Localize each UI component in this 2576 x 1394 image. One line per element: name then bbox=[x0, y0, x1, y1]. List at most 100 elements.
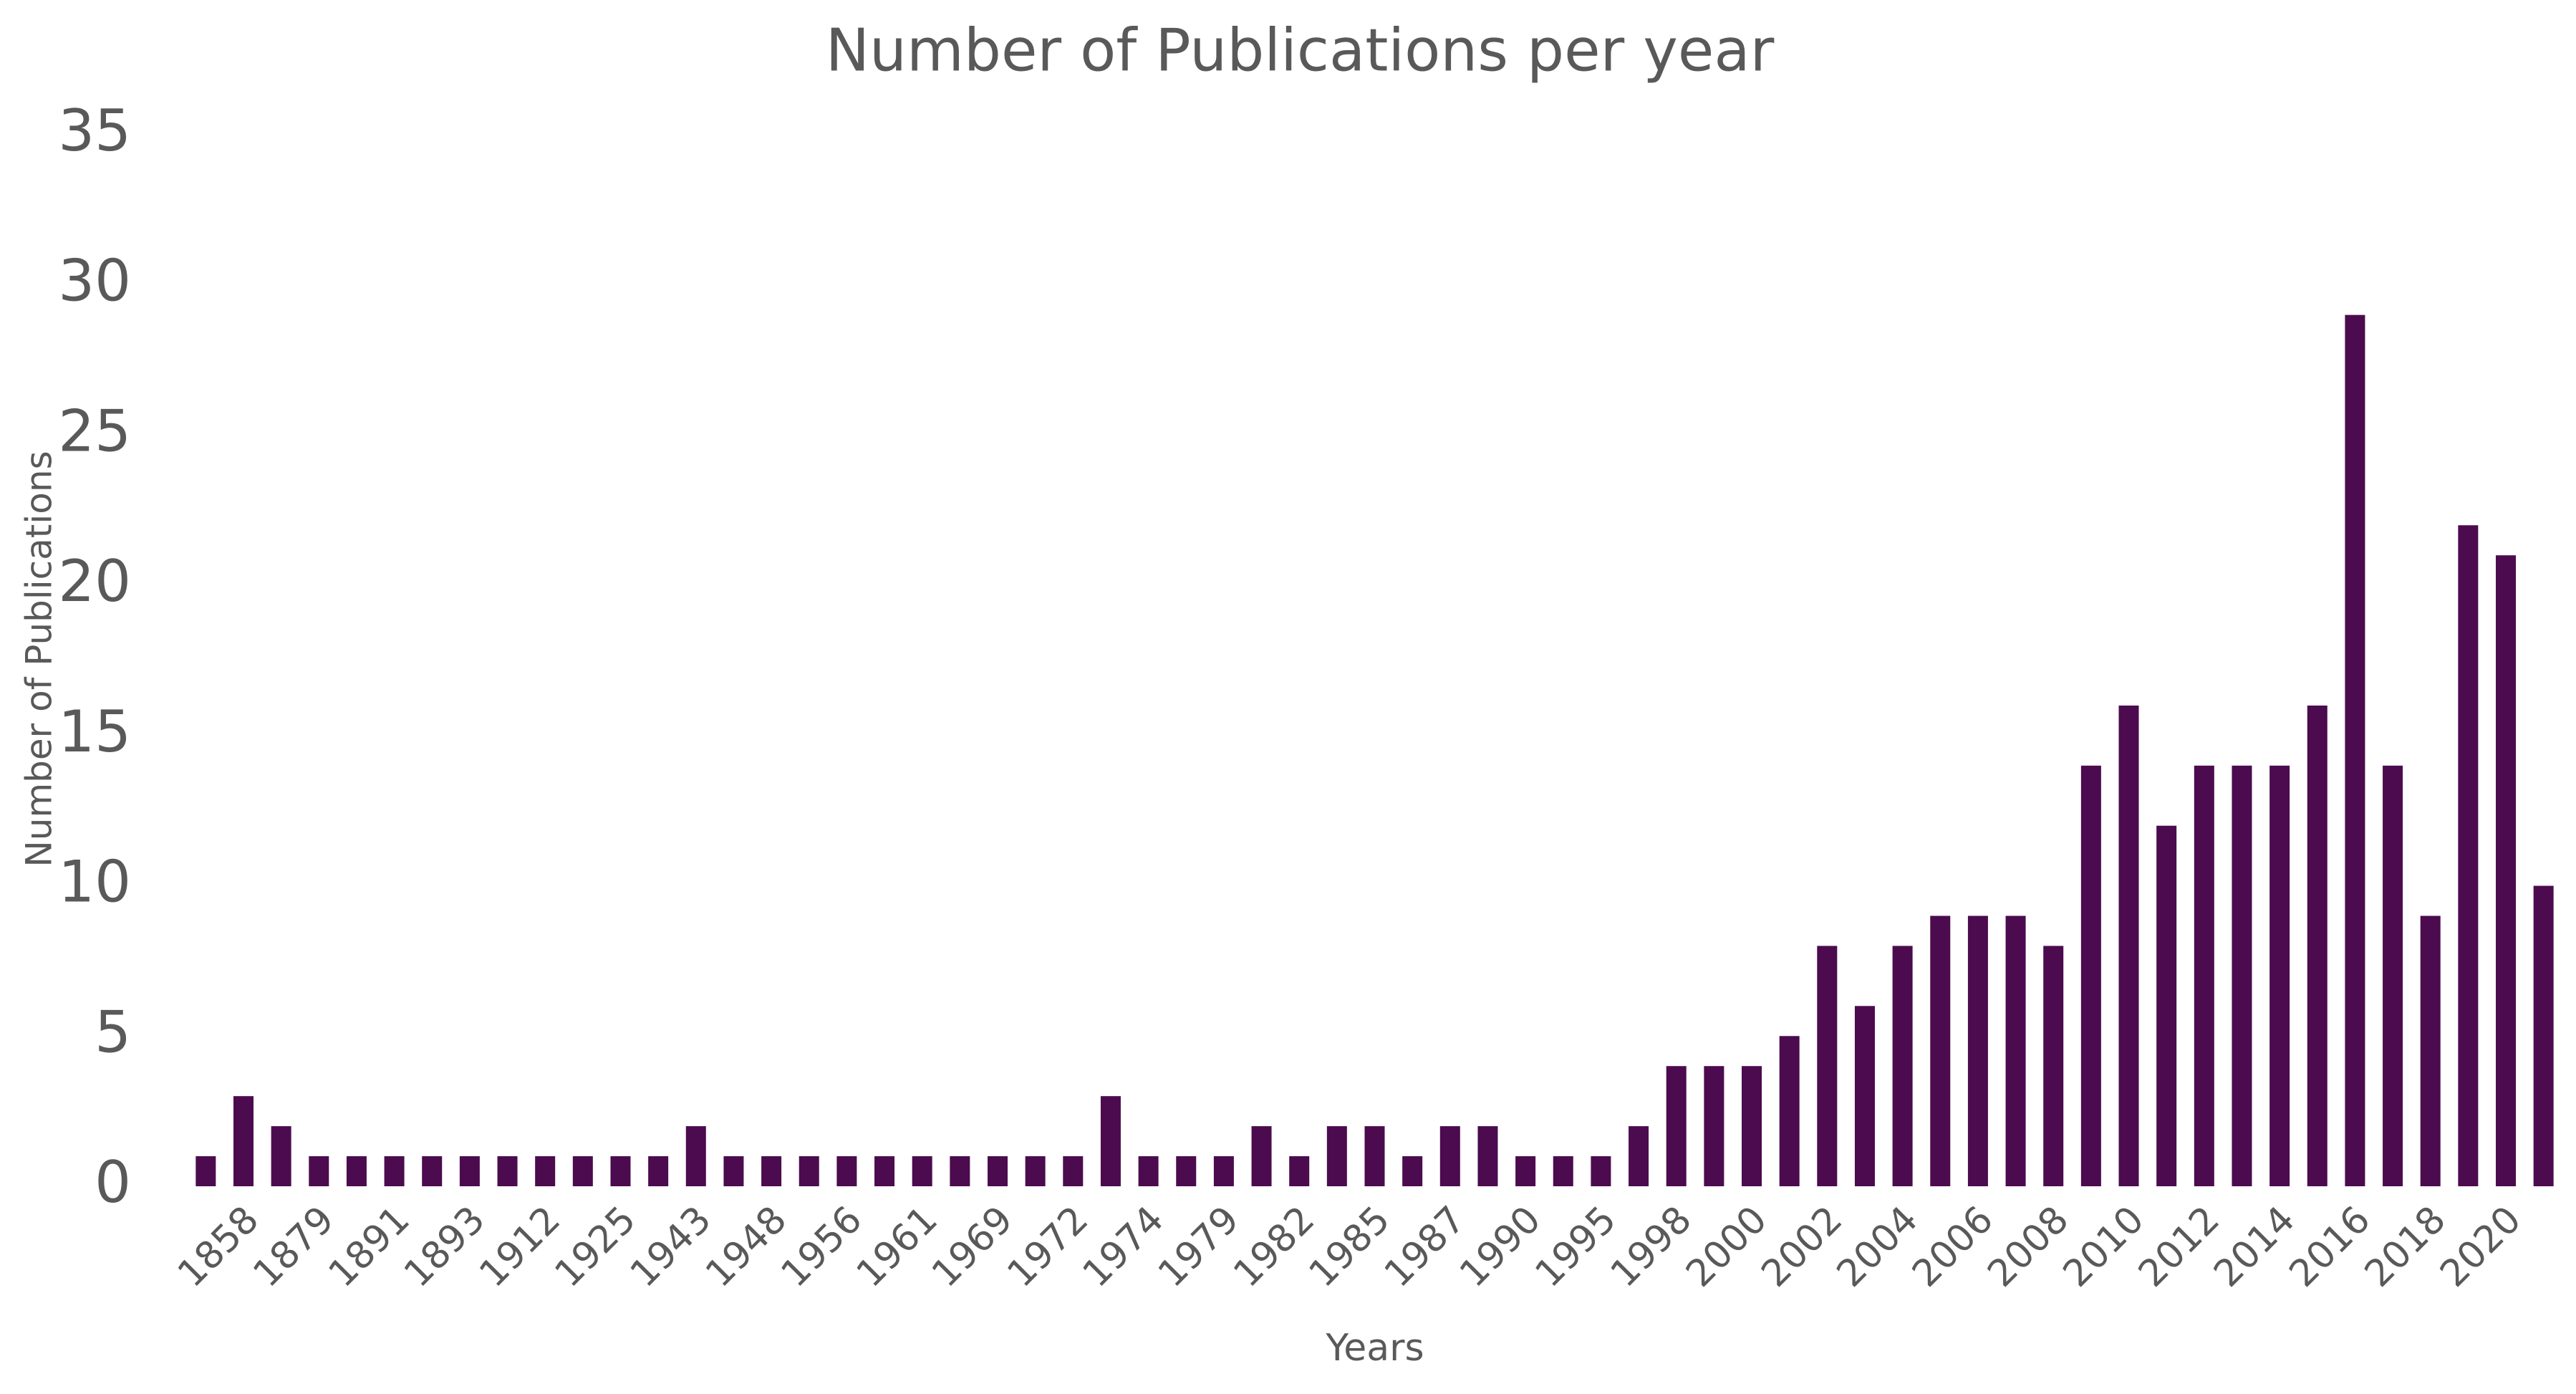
x-tick-label: 1998 bbox=[1603, 1198, 1700, 1296]
bar bbox=[1817, 946, 1838, 1186]
bar bbox=[836, 1156, 857, 1186]
bar bbox=[1364, 1126, 1385, 1186]
x-tick-label: 1891 bbox=[321, 1198, 418, 1296]
x-tick-label: 2020 bbox=[2432, 1198, 2529, 1296]
x-tick-label: 2000 bbox=[1678, 1198, 1775, 1296]
x-tick-label: 1995 bbox=[1527, 1198, 1624, 1296]
bar bbox=[535, 1156, 556, 1186]
bar bbox=[1854, 1006, 1875, 1186]
x-tick-label: 1948 bbox=[698, 1198, 795, 1296]
bar bbox=[572, 1156, 593, 1186]
bar bbox=[1779, 1036, 1800, 1186]
bar bbox=[1100, 1096, 1121, 1186]
bar bbox=[1213, 1156, 1234, 1186]
x-tick-label: 2018 bbox=[2357, 1198, 2454, 1296]
bar bbox=[2383, 765, 2403, 1186]
bar bbox=[1138, 1156, 1159, 1186]
x-tick-label: 1956 bbox=[773, 1198, 870, 1296]
x-tick-label: 1982 bbox=[1225, 1198, 1323, 1296]
y-tick-label: 10 bbox=[58, 849, 131, 915]
bar bbox=[309, 1156, 329, 1186]
bar bbox=[2307, 705, 2327, 1186]
bar bbox=[1063, 1156, 1084, 1186]
x-tick-label: 1893 bbox=[396, 1198, 493, 1296]
x-tick-label: 2010 bbox=[2055, 1198, 2153, 1296]
y-tick-label: 5 bbox=[95, 999, 131, 1065]
bar bbox=[1289, 1156, 1310, 1186]
bar bbox=[723, 1156, 744, 1186]
y-tick-label: 15 bbox=[58, 698, 131, 765]
bar bbox=[271, 1126, 291, 1186]
bar bbox=[2533, 885, 2554, 1186]
x-tick-label: 1858 bbox=[170, 1198, 267, 1296]
bar bbox=[2496, 555, 2517, 1186]
bar bbox=[497, 1156, 518, 1186]
bar bbox=[1477, 1126, 1498, 1186]
x-tick-label: 2016 bbox=[2282, 1198, 2379, 1296]
x-tick-label: 2004 bbox=[1829, 1198, 1926, 1296]
bar bbox=[1515, 1156, 1536, 1186]
bar bbox=[1967, 915, 1988, 1186]
bar bbox=[2232, 765, 2252, 1186]
bar bbox=[874, 1156, 895, 1186]
bar bbox=[2043, 946, 2064, 1186]
bar bbox=[1025, 1156, 1046, 1186]
bar bbox=[1553, 1156, 1573, 1186]
bar bbox=[233, 1096, 254, 1186]
bar bbox=[1402, 1156, 1423, 1186]
bar bbox=[1930, 915, 1951, 1186]
x-tick-label: 1943 bbox=[622, 1198, 720, 1296]
bar bbox=[422, 1156, 443, 1186]
x-tick-label: 1979 bbox=[1150, 1198, 1248, 1296]
bar bbox=[648, 1156, 669, 1186]
y-tick-label: 0 bbox=[95, 1149, 131, 1216]
bar bbox=[2269, 765, 2290, 1186]
x-tick-label: 1974 bbox=[1075, 1198, 1172, 1296]
bar bbox=[950, 1156, 970, 1186]
bar bbox=[196, 1156, 216, 1186]
bar bbox=[459, 1156, 480, 1186]
x-tick-label: 2008 bbox=[1979, 1198, 2077, 1296]
bar bbox=[1439, 1126, 1460, 1186]
bar bbox=[799, 1156, 819, 1186]
bar bbox=[761, 1156, 782, 1186]
bar bbox=[1591, 1156, 1611, 1186]
bar bbox=[346, 1156, 367, 1186]
x-tick-label: 2006 bbox=[1904, 1198, 2002, 1296]
x-tick-label: 2012 bbox=[2131, 1198, 2228, 1296]
bar bbox=[1666, 1066, 1687, 1186]
y-axis-label: Number of Publications bbox=[19, 451, 60, 867]
bar bbox=[1629, 1126, 1649, 1186]
bar bbox=[1326, 1126, 1347, 1186]
bar bbox=[610, 1156, 631, 1186]
bar bbox=[2458, 525, 2479, 1186]
bar bbox=[2156, 825, 2177, 1186]
x-tick-label: 1990 bbox=[1452, 1198, 1549, 1296]
x-tick-label: 1969 bbox=[924, 1198, 1021, 1296]
bar bbox=[384, 1156, 405, 1186]
x-tick-label: 2002 bbox=[1753, 1198, 1851, 1296]
bar bbox=[987, 1156, 1008, 1186]
x-tick-label: 1961 bbox=[849, 1198, 946, 1296]
x-axis-label: Years bbox=[1325, 1327, 1424, 1370]
y-tick-label: 35 bbox=[58, 97, 131, 164]
y-tick-label: 30 bbox=[58, 248, 131, 314]
x-tick-label: 2014 bbox=[2206, 1198, 2303, 1296]
x-tick-label: 1879 bbox=[245, 1198, 342, 1296]
bar bbox=[2118, 705, 2139, 1186]
bar bbox=[2080, 765, 2101, 1186]
x-tick-label: 1925 bbox=[547, 1198, 645, 1296]
x-tick-label: 1912 bbox=[471, 1198, 569, 1296]
bar bbox=[1251, 1126, 1272, 1186]
x-tick-label: 1985 bbox=[1301, 1198, 1399, 1296]
x-tick-label: 1987 bbox=[1376, 1198, 1474, 1296]
y-tick-label: 20 bbox=[58, 548, 131, 615]
bar bbox=[1742, 1066, 1762, 1186]
bar bbox=[2420, 915, 2441, 1186]
bar bbox=[685, 1126, 706, 1186]
bar bbox=[1704, 1066, 1724, 1186]
bar bbox=[2194, 765, 2214, 1186]
y-tick-label: 25 bbox=[58, 398, 131, 464]
bar bbox=[2345, 314, 2365, 1187]
